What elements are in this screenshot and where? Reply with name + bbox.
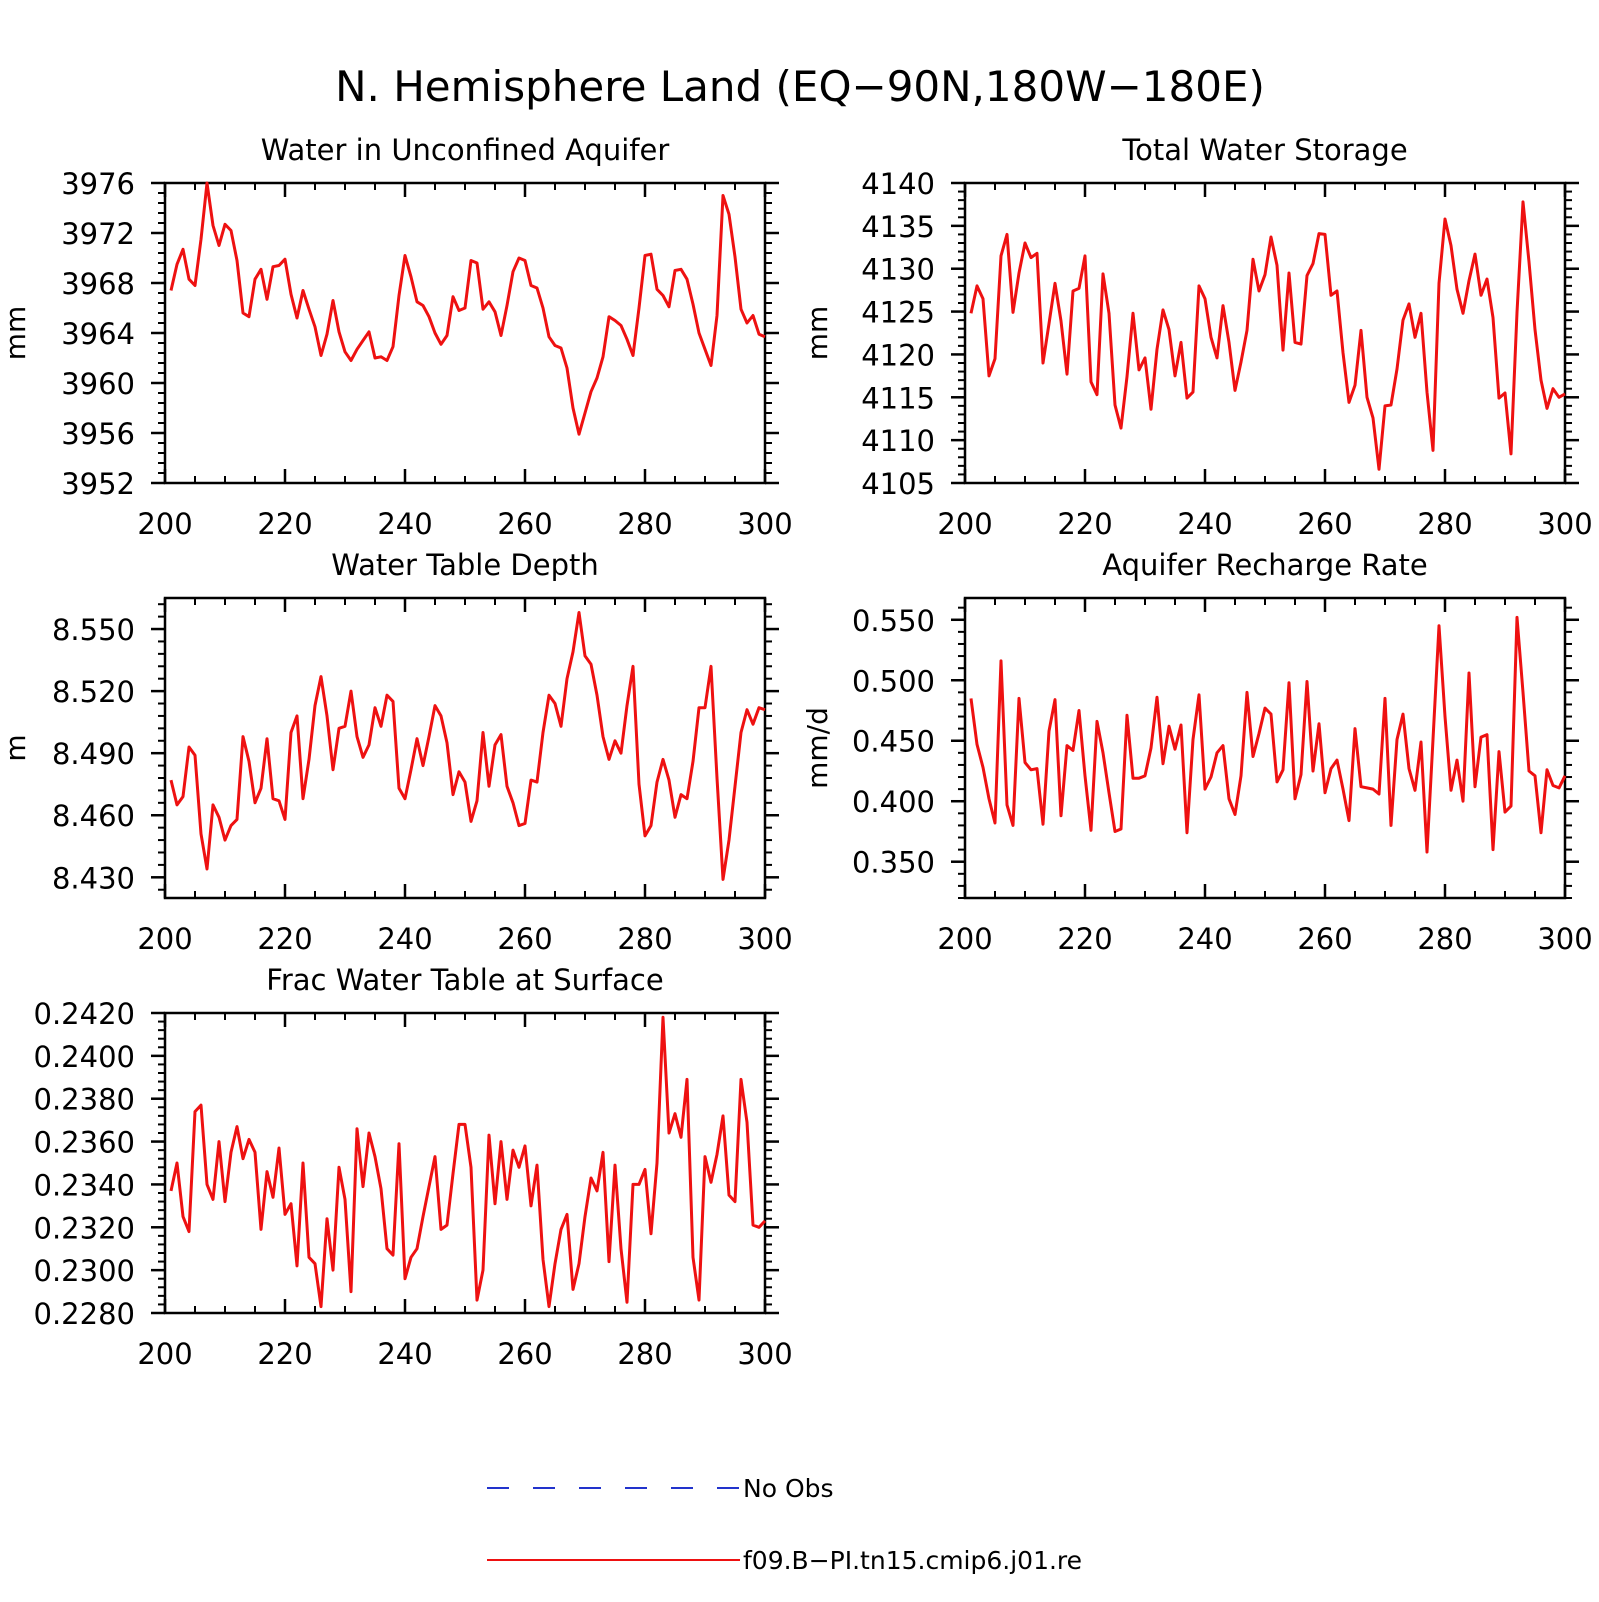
x-tick-label: 300 xyxy=(1537,922,1592,956)
x-tick-label: 280 xyxy=(617,507,672,541)
chart-panel-3: Water Table Depth 200 220 240 260 280 300 8.430… xyxy=(0,548,793,956)
y-tick-label: 8.430 xyxy=(52,861,135,895)
x-tick-label: 220 xyxy=(1057,507,1112,541)
x-tick-label: 220 xyxy=(1057,922,1112,956)
series-line-1 xyxy=(969,200,1566,471)
x-tick-label: 260 xyxy=(1297,922,1352,956)
y-tick-label: 8.550 xyxy=(52,613,135,647)
y-tick-label: 8.460 xyxy=(52,799,135,833)
plot-frame xyxy=(163,596,767,900)
x-tick-label: 280 xyxy=(1417,507,1472,541)
y-tick-label: 0.2320 xyxy=(34,1211,135,1245)
plot-frame xyxy=(963,181,1567,485)
y-tick-label: 4110 xyxy=(861,424,935,458)
panel-title: Aquifer Recharge Rate xyxy=(1102,548,1428,582)
y-axis-label: m xyxy=(0,734,32,761)
x-tick-label: 240 xyxy=(1177,507,1232,541)
x-tick-label: 220 xyxy=(257,922,312,956)
x-tick-label: 260 xyxy=(497,507,552,541)
series-line-1 xyxy=(169,1015,767,1309)
x-tick-label: 240 xyxy=(377,507,432,541)
chart-panel-4: Aquifer Recharge Rate 200 220 240 260 280 300 0… xyxy=(801,548,1593,956)
y-tick-label: 4140 xyxy=(861,167,935,201)
y-tick-label: 4120 xyxy=(861,338,935,372)
plot-frame xyxy=(963,596,1567,900)
x-tick-label: 220 xyxy=(257,1337,312,1371)
plot-frame xyxy=(163,181,767,485)
figure-title: N. Hemisphere Land (EQ−90N,180W−180E) xyxy=(335,62,1265,111)
series-line-1 xyxy=(169,611,766,881)
panels: Water in Unconfined Aquifer 200 220 240 260 2… xyxy=(0,133,1593,1371)
y-tick-label: 4130 xyxy=(861,253,935,287)
y-tick-label: 0.500 xyxy=(852,664,935,698)
panel-title: Water in Unconfined Aquifer xyxy=(261,133,670,167)
x-tick-label: 200 xyxy=(137,922,192,956)
y-tick-label: 3976 xyxy=(61,167,135,201)
panel-title: Water Table Depth xyxy=(331,548,599,582)
y-tick-label: 4125 xyxy=(861,296,935,330)
y-tick-label: 0.450 xyxy=(852,725,935,759)
legend-label-no-obs: No Obs xyxy=(743,1474,834,1503)
x-tick-label: 300 xyxy=(1537,507,1592,541)
y-tick-label: 3952 xyxy=(61,467,135,501)
legend-label-model: f09.B−PI.tn15.cmip6.j01.re xyxy=(743,1546,1082,1575)
y-tick-label: 3968 xyxy=(61,267,135,301)
x-tick-label: 280 xyxy=(617,922,672,956)
x-tick-label: 300 xyxy=(737,507,792,541)
series-line-1 xyxy=(969,615,1567,854)
y-tick-label: 4135 xyxy=(861,210,935,244)
chart-panel-2: Total Water Storage 200 220 240 260 280 300 410… xyxy=(801,133,1593,541)
y-tick-label: 3960 xyxy=(61,367,135,401)
y-tick-label: 0.550 xyxy=(852,604,935,638)
x-tick-label: 260 xyxy=(497,1337,552,1371)
y-tick-label: 4105 xyxy=(861,467,935,501)
series-line-1 xyxy=(169,181,766,436)
x-tick-label: 260 xyxy=(1297,507,1352,541)
y-tick-label: 0.2360 xyxy=(34,1126,135,1160)
x-tick-label: 260 xyxy=(497,922,552,956)
x-tick-label: 240 xyxy=(1177,922,1232,956)
x-tick-label: 300 xyxy=(737,922,792,956)
y-axis-label: mm xyxy=(0,306,32,361)
panel-title: Total Water Storage xyxy=(1121,133,1407,167)
legend: No Obs f09.B−PI.tn15.cmip6.j01.re xyxy=(487,1474,1082,1575)
chart-panel-5: Frac Water Table at Surface 200 220 240 260 2… xyxy=(34,963,793,1371)
y-tick-label: 0.2300 xyxy=(34,1254,135,1288)
y-tick-label: 3972 xyxy=(61,217,135,251)
x-tick-label: 200 xyxy=(137,507,192,541)
y-tick-label: 0.2280 xyxy=(34,1297,135,1331)
x-tick-label: 240 xyxy=(377,922,432,956)
y-tick-label: 0.2380 xyxy=(34,1083,135,1117)
y-tick-label: 8.490 xyxy=(52,737,135,771)
y-axis-label: mm xyxy=(801,306,834,361)
y-tick-label: 3956 xyxy=(61,417,135,451)
x-tick-label: 240 xyxy=(377,1337,432,1371)
y-tick-label: 0.350 xyxy=(852,846,935,880)
y-tick-label: 0.2340 xyxy=(34,1168,135,1202)
y-tick-label: 0.2400 xyxy=(34,1040,135,1074)
chart-panel-1: Water in Unconfined Aquifer 200 220 240 260 2… xyxy=(0,133,793,541)
y-tick-label: 0.400 xyxy=(852,785,935,819)
y-tick-label: 8.520 xyxy=(52,675,135,709)
x-tick-label: 280 xyxy=(1417,922,1472,956)
x-tick-label: 280 xyxy=(617,1337,672,1371)
y-axis-label: mm/d xyxy=(801,707,834,789)
x-tick-label: 200 xyxy=(937,507,992,541)
x-tick-label: 220 xyxy=(257,507,312,541)
y-tick-label: 3964 xyxy=(61,317,135,351)
x-tick-label: 200 xyxy=(137,1337,192,1371)
x-tick-label: 300 xyxy=(737,1337,792,1371)
panel-title: Frac Water Table at Surface xyxy=(266,963,663,997)
x-tick-label: 200 xyxy=(937,922,992,956)
y-tick-label: 0.2420 xyxy=(34,997,135,1031)
y-tick-label: 4115 xyxy=(861,381,935,415)
